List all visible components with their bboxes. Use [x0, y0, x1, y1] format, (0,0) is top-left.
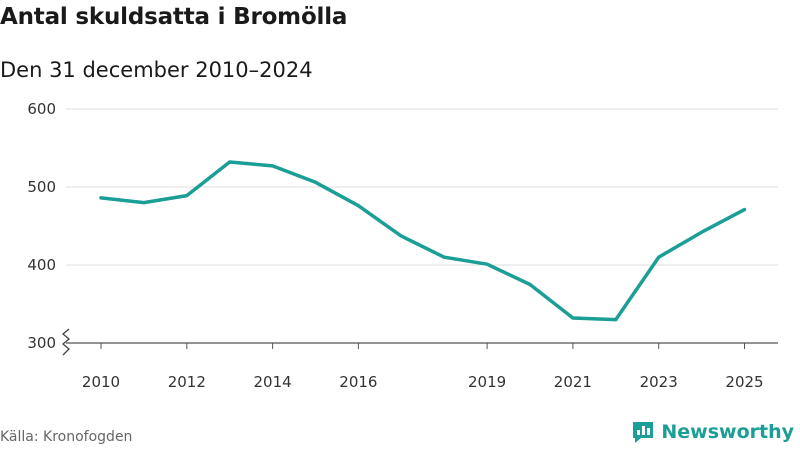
data-point [442, 255, 446, 259]
data-point [314, 180, 317, 184]
data-point [271, 164, 275, 168]
x-tick-label: 2016 [339, 373, 377, 391]
data-point [228, 160, 232, 164]
source-note: Källa: Kronofogden [0, 429, 133, 445]
data-point [700, 230, 704, 234]
y-tick-label: 600 [27, 100, 56, 118]
chart-title: Antal skuldsatta i Bromölla [0, 4, 348, 30]
axis-break-icon [61, 328, 71, 356]
brand-name: Newsworthy [661, 421, 794, 443]
chart-subtitle: Den 31 december 2010–2024 [0, 58, 313, 82]
data-point [528, 283, 532, 286]
data-point [399, 234, 403, 238]
data-point [485, 262, 489, 266]
x-tick-label: 2019 [468, 373, 506, 391]
newsworthy-logo-icon [633, 422, 654, 443]
x-tick-label: 2014 [254, 373, 292, 391]
x-tick-label: 2023 [640, 373, 678, 391]
x-tick-label: 2010 [82, 373, 120, 391]
data-point [657, 255, 661, 259]
x-tick-label: 2025 [725, 373, 763, 391]
data-point [614, 318, 618, 322]
x-tick-label: 2021 [554, 373, 592, 391]
line-chart: 300 400 500 600 2010 2012 2014 2016 2019 2021 2023… [27, 100, 778, 391]
data-point [142, 201, 146, 205]
series-line [99, 160, 747, 322]
data-point [743, 208, 746, 212]
y-tick-label: 300 [27, 334, 56, 352]
data-point [185, 194, 189, 198]
x-tick-label: 2012 [168, 373, 206, 391]
y-tick-label: 500 [27, 178, 56, 196]
y-tick-label: 400 [27, 256, 56, 274]
data-point [571, 316, 575, 320]
data-point [356, 204, 360, 208]
brand-logo[interactable]: Newsworthy [631, 420, 794, 444]
data-point [99, 196, 103, 200]
